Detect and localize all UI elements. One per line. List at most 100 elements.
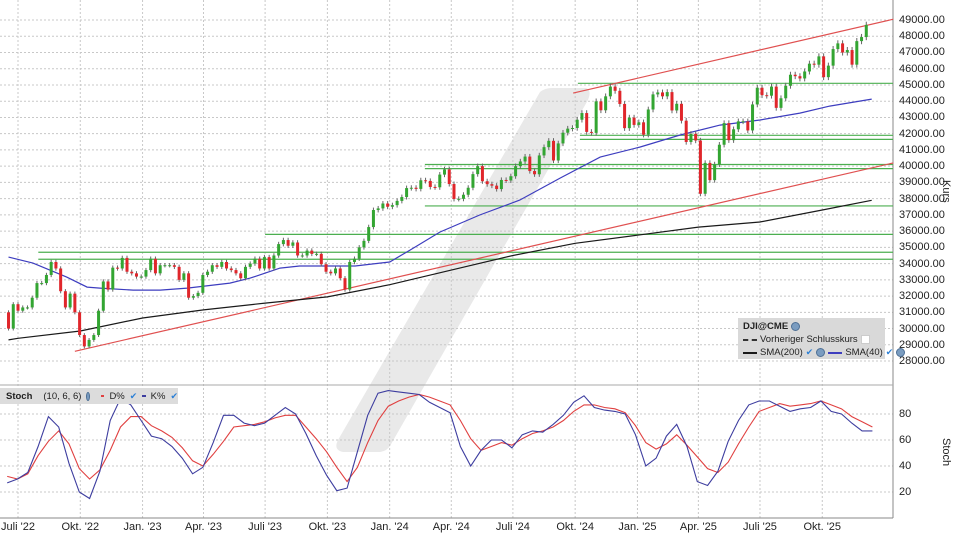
sma40-check-icon[interactable]: ✔ bbox=[885, 347, 894, 357]
candle-body bbox=[262, 257, 266, 269]
candle-body bbox=[225, 261, 229, 269]
candle-body bbox=[177, 266, 181, 280]
candle bbox=[826, 62, 830, 81]
candle bbox=[798, 73, 802, 82]
candle-body bbox=[623, 103, 627, 129]
candle bbox=[267, 254, 271, 271]
candle-body bbox=[253, 258, 257, 264]
candle bbox=[770, 83, 774, 99]
stoch-title: Stoch bbox=[6, 390, 33, 402]
candle-body bbox=[732, 129, 736, 141]
candle-body bbox=[807, 63, 811, 72]
globe-icon[interactable] bbox=[816, 348, 826, 357]
candle bbox=[305, 248, 309, 258]
candle bbox=[106, 279, 110, 292]
candle-body bbox=[362, 240, 366, 248]
candle bbox=[779, 95, 783, 111]
candle bbox=[395, 198, 399, 208]
candle-body bbox=[73, 293, 77, 313]
price-tick-label: 36000.00 bbox=[899, 225, 945, 238]
candle-body bbox=[215, 265, 219, 267]
prev-close-checkbox[interactable] bbox=[860, 335, 870, 344]
candle bbox=[40, 280, 44, 286]
candle bbox=[92, 333, 96, 342]
candle bbox=[864, 21, 868, 41]
candle-body bbox=[296, 242, 300, 256]
candle bbox=[243, 264, 247, 281]
candle-body bbox=[381, 203, 385, 209]
candle bbox=[409, 185, 413, 191]
candle bbox=[679, 100, 683, 124]
candle bbox=[220, 259, 224, 270]
candle bbox=[651, 91, 655, 113]
candle-body bbox=[485, 181, 489, 185]
candle bbox=[120, 255, 124, 271]
legend-symbol: DJI@CME bbox=[743, 321, 789, 332]
globe-icon[interactable] bbox=[791, 322, 801, 331]
candle-body bbox=[49, 261, 53, 275]
candle bbox=[537, 152, 541, 177]
candle bbox=[206, 269, 210, 278]
candle bbox=[101, 279, 105, 313]
candle bbox=[708, 160, 712, 183]
globe-icon[interactable] bbox=[86, 391, 91, 401]
candle-body bbox=[490, 184, 494, 186]
candle-body bbox=[499, 179, 503, 190]
candle-body bbox=[575, 119, 579, 128]
candle bbox=[163, 263, 167, 268]
candle bbox=[97, 308, 101, 337]
candle bbox=[158, 263, 162, 276]
candle-body bbox=[305, 250, 309, 256]
candle-body bbox=[116, 267, 120, 269]
price-tick-label: 45000.00 bbox=[899, 78, 945, 91]
candle-body bbox=[457, 198, 461, 200]
candle-body bbox=[139, 276, 143, 278]
candle-body bbox=[831, 49, 835, 66]
candle bbox=[665, 89, 669, 100]
candle bbox=[817, 53, 821, 68]
candle bbox=[352, 256, 356, 265]
candle bbox=[618, 87, 622, 107]
globe-icon[interactable] bbox=[896, 348, 906, 357]
candle-body bbox=[713, 164, 717, 181]
candle-body bbox=[746, 121, 750, 131]
k-check-icon[interactable]: ✔ bbox=[170, 390, 178, 401]
date-tick-label: Juli '23 bbox=[248, 521, 283, 533]
candle bbox=[608, 83, 612, 100]
candle bbox=[144, 267, 148, 279]
candle bbox=[153, 256, 157, 276]
date-tick-label: Jan. '24 bbox=[370, 521, 409, 533]
d-check-icon[interactable]: ✔ bbox=[129, 390, 138, 401]
candle-body bbox=[547, 140, 551, 148]
candle bbox=[812, 60, 816, 68]
candle bbox=[471, 171, 475, 191]
stoch-d-line bbox=[7, 393, 873, 483]
candle bbox=[656, 89, 660, 98]
candle-body bbox=[21, 307, 25, 311]
candle-body bbox=[258, 258, 262, 269]
candle-body bbox=[367, 227, 371, 241]
candle bbox=[575, 116, 579, 131]
candle bbox=[277, 241, 281, 258]
candle bbox=[514, 163, 518, 179]
candle bbox=[54, 259, 58, 271]
candle-body bbox=[523, 156, 527, 162]
candle bbox=[556, 140, 560, 164]
sma200-check-icon[interactable]: ✔ bbox=[805, 347, 814, 357]
sma200-line bbox=[8, 199, 872, 341]
candle bbox=[689, 131, 693, 145]
candle-body bbox=[570, 127, 574, 129]
candle bbox=[499, 177, 503, 192]
candle-body bbox=[44, 274, 48, 284]
candle bbox=[860, 33, 864, 45]
candle-body bbox=[566, 128, 570, 133]
price-tick-label: 30000.00 bbox=[899, 322, 945, 335]
candle-body bbox=[646, 109, 650, 135]
candle bbox=[116, 265, 120, 271]
candle-body bbox=[409, 187, 413, 189]
candle-body bbox=[443, 169, 447, 175]
legend-sma200: SMA(200) bbox=[760, 347, 803, 358]
candle bbox=[258, 256, 262, 271]
candle bbox=[296, 240, 300, 258]
candle bbox=[694, 131, 698, 144]
